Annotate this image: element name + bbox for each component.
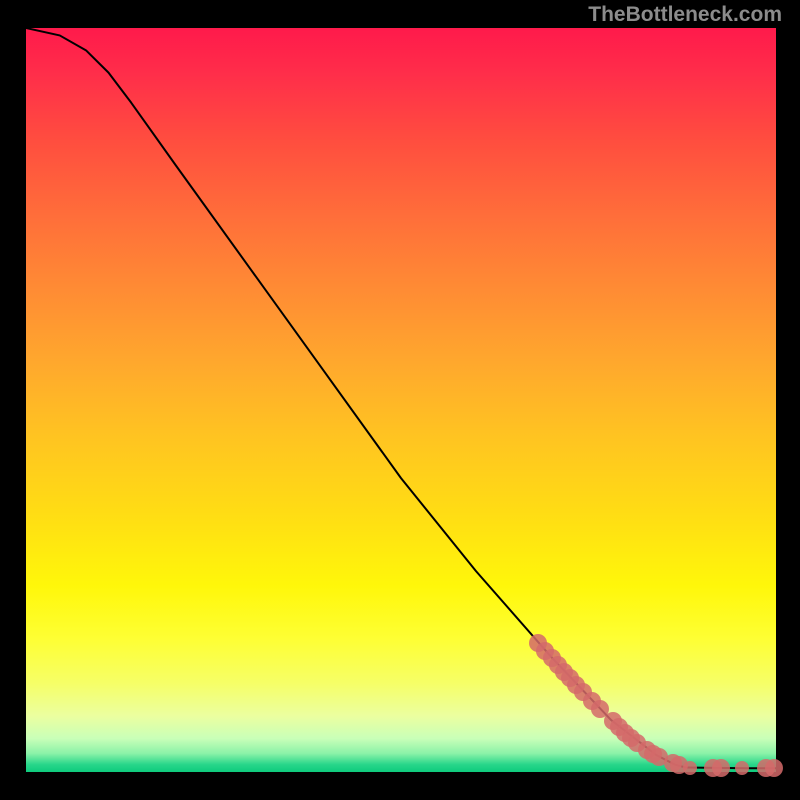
data-marker	[683, 761, 697, 775]
data-marker	[712, 759, 730, 777]
plot-area	[26, 28, 776, 772]
data-marker	[765, 759, 783, 777]
data-markers-layer	[26, 28, 776, 772]
watermark-text: TheBottleneck.com	[588, 3, 782, 27]
stage: TheBottleneck.com	[0, 0, 800, 800]
data-marker	[735, 761, 749, 775]
